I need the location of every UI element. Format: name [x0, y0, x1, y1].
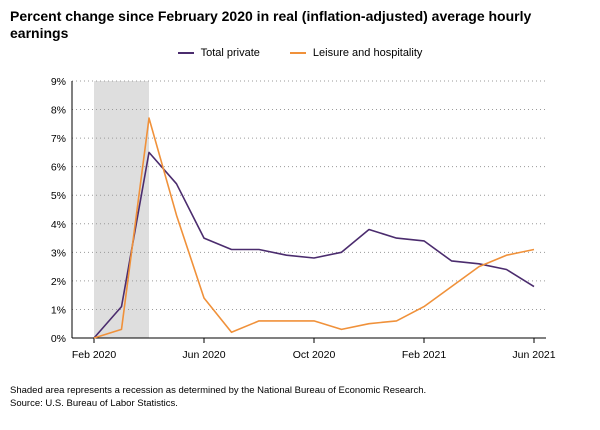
- legend-swatch-leisure-hospitality: [289, 52, 306, 54]
- series-line-leisure-hospitality: [93, 117, 535, 339]
- legend-item-total-private: Total private: [177, 47, 260, 59]
- line-chart: 0% 1% 2% 3% 4% 5% 6% 7% 8% 9% Feb 2020 Jun 2020 Oct …: [51, 76, 556, 361]
- legend-swatch-total-private: [177, 52, 194, 54]
- y-tick-label: 6%: [51, 162, 66, 174]
- y-tick-label: 9%: [51, 76, 66, 88]
- y-tick-label: 4%: [51, 219, 66, 231]
- y-tick-label: 7%: [51, 133, 66, 145]
- recession-shade: [94, 81, 149, 338]
- y-tick-label: 5%: [51, 190, 66, 202]
- x-tick-label: Feb 2020: [72, 349, 117, 361]
- y-tick-label: 0%: [51, 333, 66, 345]
- x-tick-label: Jun 2021: [512, 349, 555, 361]
- legend-item-leisure-hospitality: Leisure and hospitality: [289, 47, 423, 59]
- series-line-total-private: [93, 151, 535, 339]
- chart-legend: Total private Leisure and hospitality: [0, 47, 600, 59]
- y-tick-label: 1%: [51, 304, 66, 316]
- y-tick-label: 3%: [51, 247, 66, 259]
- x-tick-label: Feb 2021: [402, 349, 447, 361]
- y-tick-label: 8%: [51, 105, 66, 117]
- source-note: Source: U.S. Bureau of Labor Statistics.: [10, 398, 178, 409]
- x-tick-label: Jun 2020: [182, 349, 225, 361]
- recession-note: Shaded area represents a recession as de…: [10, 385, 427, 396]
- chart-notes: Shaded area represents a recession as de…: [10, 384, 590, 410]
- y-tick-label: 2%: [51, 276, 66, 288]
- x-tick-label: Oct 2020: [293, 349, 336, 361]
- legend-label-leisure-hospitality: Leisure and hospitality: [312, 47, 423, 59]
- chart-title: Percent change since February 2020 in re…: [10, 8, 532, 41]
- legend-label-total-private: Total private: [200, 47, 260, 59]
